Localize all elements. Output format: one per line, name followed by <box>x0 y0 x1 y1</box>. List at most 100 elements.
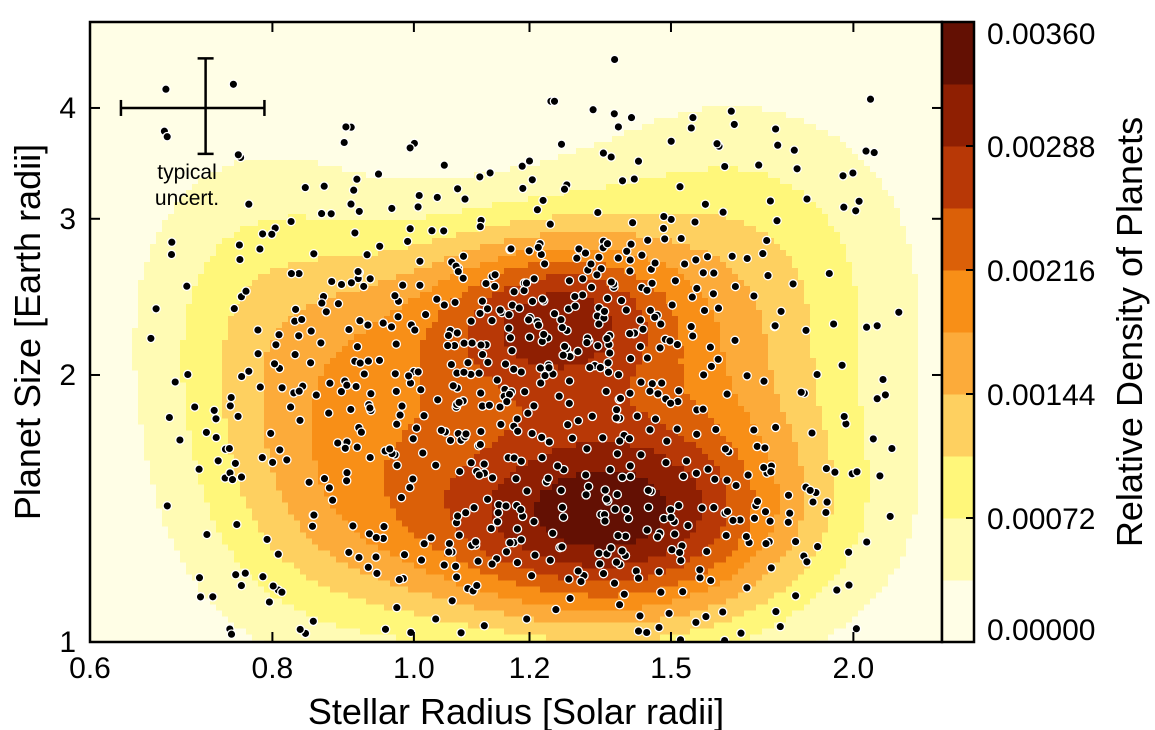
planet-point <box>577 290 588 300</box>
planet-point <box>611 413 622 423</box>
planet-point <box>469 502 479 513</box>
planet-point <box>710 424 721 435</box>
planet-point <box>664 608 674 619</box>
planet-point <box>807 428 817 438</box>
planet-point <box>452 328 463 338</box>
planet-point <box>323 408 334 418</box>
planet-point <box>848 168 858 178</box>
planet-point <box>527 174 538 185</box>
planet-point <box>885 511 896 522</box>
planet-point <box>326 208 337 219</box>
planet-point <box>512 524 523 534</box>
planet-point <box>305 357 316 368</box>
planet-point <box>726 106 737 117</box>
planet-point <box>475 308 485 319</box>
planet-point <box>612 448 623 459</box>
planet-point <box>703 464 713 475</box>
planet-point <box>345 404 356 415</box>
planet-point <box>621 305 632 315</box>
colorbar-band <box>942 580 974 643</box>
planet-point <box>643 502 654 513</box>
planet-point <box>477 349 488 360</box>
planet-point <box>202 529 212 540</box>
planet-point <box>257 229 268 239</box>
planet-point <box>521 614 532 624</box>
planet-point <box>783 490 794 501</box>
planet-point <box>529 401 539 411</box>
colorbar-band <box>942 332 974 395</box>
planet-point <box>378 318 389 328</box>
planet-point <box>655 343 665 353</box>
planet-point <box>686 123 697 133</box>
planet-point <box>533 242 544 253</box>
planet-point <box>524 245 535 256</box>
planet-point <box>538 329 549 340</box>
planet-point <box>255 244 265 254</box>
planet-point <box>359 369 370 379</box>
planet-point <box>558 512 569 522</box>
planet-point <box>530 550 540 561</box>
planet-point <box>243 366 254 377</box>
planet-point <box>264 597 275 607</box>
planet-point <box>695 572 705 583</box>
planet-point <box>371 552 381 562</box>
planet-point <box>802 194 812 204</box>
planet-point <box>720 444 731 454</box>
planet-point <box>503 323 514 334</box>
planet-point <box>458 251 469 262</box>
planet-point <box>624 328 635 339</box>
planet-point <box>691 283 702 294</box>
planet-point <box>506 244 516 254</box>
planet-point <box>731 480 741 491</box>
planet-point <box>824 268 835 279</box>
planet-point <box>667 300 678 310</box>
planet-point <box>415 280 425 291</box>
planet-point <box>414 190 425 201</box>
planet-point <box>676 233 687 244</box>
planet-point <box>861 537 872 547</box>
planet-point <box>236 472 247 482</box>
planet-point <box>277 587 287 598</box>
planet-point <box>669 529 680 539</box>
planet-point <box>749 513 760 524</box>
planet-point <box>539 259 550 269</box>
planet-point <box>721 530 732 541</box>
planet-point <box>551 604 561 615</box>
planet-point <box>211 432 222 443</box>
planet-point <box>586 259 596 269</box>
planet-point <box>658 223 669 234</box>
planet-point <box>532 204 543 215</box>
planet-point <box>831 585 842 595</box>
planet-point <box>545 219 556 230</box>
planet-point <box>796 387 807 398</box>
planet-point <box>742 253 753 264</box>
planet-point <box>708 502 719 513</box>
planet-point <box>333 298 344 309</box>
planet-point <box>672 339 683 350</box>
planet-point <box>647 278 657 289</box>
planet-point <box>415 384 426 395</box>
planet-point <box>637 250 647 261</box>
planet-point <box>439 560 450 570</box>
planet-point <box>603 367 614 378</box>
planet-point <box>584 362 595 373</box>
planet-point <box>201 427 212 438</box>
planet-point <box>545 555 556 566</box>
uncertainty-label-line1: typical <box>157 161 217 184</box>
planet-point <box>770 320 780 331</box>
planet-point <box>766 563 777 573</box>
planet-point <box>633 626 644 636</box>
planet-point <box>404 482 415 493</box>
planet-point <box>306 326 317 336</box>
planet-point <box>379 521 389 532</box>
planet-point <box>399 549 410 560</box>
planet-point <box>843 547 854 558</box>
planet-point <box>236 580 247 591</box>
planet-point <box>194 572 205 583</box>
planet-point <box>649 312 660 323</box>
planet-point <box>752 441 763 452</box>
planet-point <box>586 282 597 293</box>
planet-point <box>658 211 669 222</box>
planet-point <box>393 311 403 322</box>
planet-point <box>757 248 768 259</box>
